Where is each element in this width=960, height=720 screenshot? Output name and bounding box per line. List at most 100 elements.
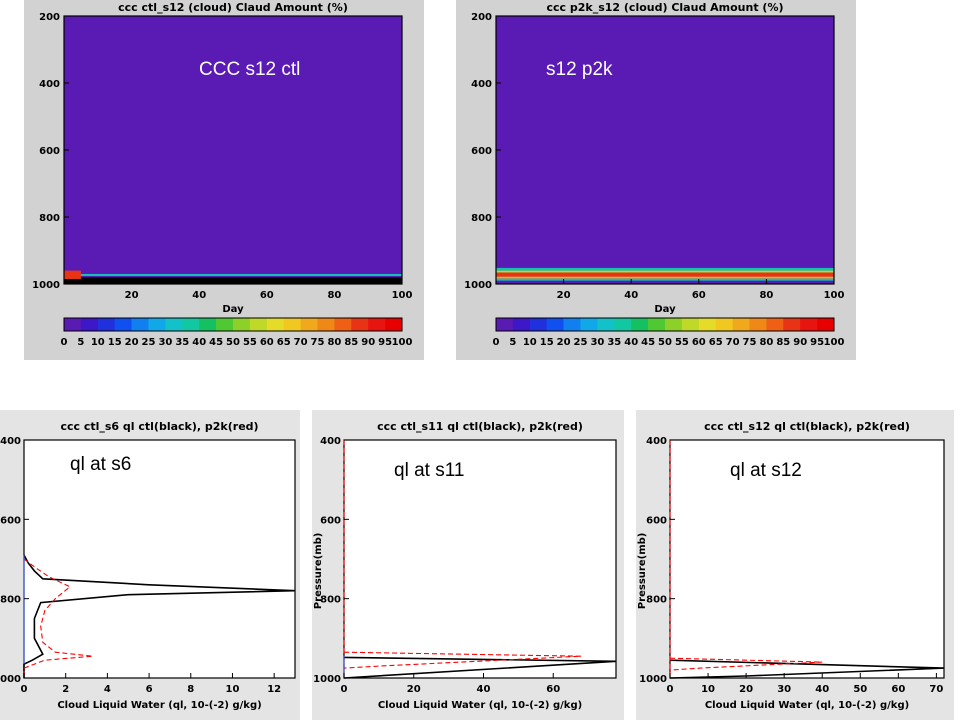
colorbar-label-10: 50 (658, 337, 672, 348)
colorbar-swatch-12 (698, 318, 716, 331)
x-tick-label-1: 20 (407, 684, 421, 695)
x-tick-label-4: 100 (824, 290, 845, 301)
x-axis-label: Cloud Liquid Water (ql, 10-(-2) g/kg) (378, 700, 582, 711)
y-tick-label-2: 800 (0, 595, 21, 606)
ql-s6-panel: ccc ctl_s6 ql ctl(black), p2k(red) 0 2 4 6 8 1… (0, 410, 300, 720)
colorbar-label-2: 10 (91, 337, 105, 348)
colorbar-swatch-6 (597, 318, 615, 331)
colorbar-label-10: 50 (226, 337, 240, 348)
colorbar-label-14: 70 (726, 337, 740, 348)
series-line-0 (343, 656, 617, 679)
x-tick-label-2: 20 (739, 684, 753, 695)
colorbar-label-18: 90 (361, 337, 375, 348)
chart-title: ccc ctl_s12 (cloud) Claud Amount (%) (118, 1, 348, 14)
plot-frame (669, 439, 945, 679)
colorbar-label-9: 45 (209, 337, 223, 348)
x-tick-label-3: 30 (777, 684, 791, 695)
colorbar-swatch-10 (233, 318, 251, 331)
x-tick-label-1: 40 (624, 290, 638, 301)
x-tick-label-4: 8 (187, 684, 194, 695)
colorbar-label-3: 15 (540, 337, 554, 348)
colorbar-swatch-12 (266, 318, 284, 331)
x-tick-label-1: 10 (701, 684, 715, 695)
plot-background (64, 16, 402, 284)
x-tick-label-0: 20 (557, 290, 571, 301)
cloud-layer-2 (496, 272, 834, 277)
colorbar-swatch-14 (732, 318, 750, 331)
colorbar-swatch-11 (249, 318, 268, 331)
heatmap-svg: ccc p2k_s12 (cloud) Claud Amount (%) 20 40… (464, 1, 845, 348)
y-tick-label-2: 600 (39, 146, 60, 157)
x-tick-label-5: 10 (226, 684, 240, 695)
colorbar-swatch-8 (199, 318, 217, 331)
series-line-1 (343, 651, 582, 669)
colorbar-swatch-8 (631, 318, 649, 331)
panel-annotation: ql at s12 (730, 460, 802, 481)
x-tick-label-6: 12 (267, 684, 281, 695)
colorbar-swatch-0 (496, 318, 514, 331)
colorbar-label-11: 55 (675, 337, 689, 348)
y-tick-label-1: 600 (646, 515, 667, 526)
colorbar-label-6: 30 (590, 337, 604, 348)
y-tick-label-0: 200 (39, 12, 60, 23)
colorbar-label-5: 25 (142, 337, 156, 348)
y-tick-label-1: 400 (39, 79, 60, 90)
x-tick-label-2: 40 (477, 684, 491, 695)
y-tick-label-3: 1000 (639, 674, 667, 685)
colorbar-label-16: 80 (327, 337, 341, 348)
colorbar-swatch-0 (64, 318, 82, 331)
y-tick-label-2: 600 (471, 146, 492, 157)
line-chart-svg: ccc ctl_s6 ql ctl(black), p2k(red) 0 2 4 6 8 1… (0, 420, 296, 711)
x-tick-label-0: 0 (341, 684, 348, 695)
colorbar-label-4: 20 (557, 337, 571, 348)
chart-title: ccc ctl_s12 ql ctl(black), p2k(red) (704, 420, 910, 433)
plot-frame (343, 439, 617, 679)
y-tick-label-1: 600 (0, 515, 21, 526)
colorbar-label-1: 5 (77, 337, 84, 348)
colorbar-swatch-9 (648, 318, 666, 331)
plot-frame (23, 439, 296, 679)
colorbar-swatch-16 (334, 318, 352, 331)
colorbar-label-5: 25 (574, 337, 588, 348)
y-tick-label-2: 800 (320, 595, 341, 606)
colorbar-label-3: 15 (108, 337, 122, 348)
cloud-amount-p2k-panel: ccc p2k_s12 (cloud) Claud Amount (%) 20 40… (456, 0, 856, 360)
x-tick-label-2: 4 (104, 684, 111, 695)
colorbar-swatch-17 (783, 318, 801, 331)
cloud-layer-1 (496, 270, 834, 273)
colorbar-label-7: 35 (175, 337, 189, 348)
colorbar-label-17: 85 (776, 337, 790, 348)
colorbar-label-1: 5 (509, 337, 516, 348)
colorbar-swatch-19 (385, 318, 403, 331)
x-tick-label-1: 2 (62, 684, 69, 695)
colorbar-label-13: 65 (709, 337, 723, 348)
colorbar-swatch-16 (766, 318, 784, 331)
y-tick-label-1: 600 (320, 515, 341, 526)
ql-s11-panel: ccc ctl_s11 ql ctl(black), p2k(red) 0 20 40… (312, 410, 624, 720)
cloud-layer-1 (64, 273, 402, 276)
x-tick-label-3: 6 (146, 684, 153, 695)
cloud-layer-0 (64, 277, 402, 284)
x-tick-label-3: 60 (546, 684, 560, 695)
y-tick-label-0: 400 (0, 436, 21, 447)
colorbar-swatch-5 (580, 318, 598, 331)
colorbar-swatch-18 (368, 318, 386, 331)
colorbar-swatch-7 (614, 318, 632, 331)
colorbar-label-8: 40 (192, 337, 206, 348)
cloud-layer-0 (496, 267, 834, 271)
series-line-1 (23, 558, 93, 678)
cloud-layer-4 (496, 278, 834, 281)
colorbar-swatch-15 (749, 318, 767, 331)
y-tick-label-1: 400 (471, 79, 492, 90)
x-tick-label-0: 20 (125, 290, 139, 301)
x-tick-label-1: 40 (192, 290, 206, 301)
colorbar-label-13: 65 (277, 337, 291, 348)
colorbar-swatch-2 (529, 318, 547, 331)
colorbar-swatch-10 (665, 318, 683, 331)
colorbar-swatch-4 (131, 318, 149, 331)
colorbar-label-11: 55 (243, 337, 257, 348)
colorbar-label-20: 100 (824, 337, 845, 348)
colorbar-frame (63, 317, 403, 332)
y-tick-label-3: 800 (39, 213, 60, 224)
x-tick-label-0: 0 (667, 684, 674, 695)
